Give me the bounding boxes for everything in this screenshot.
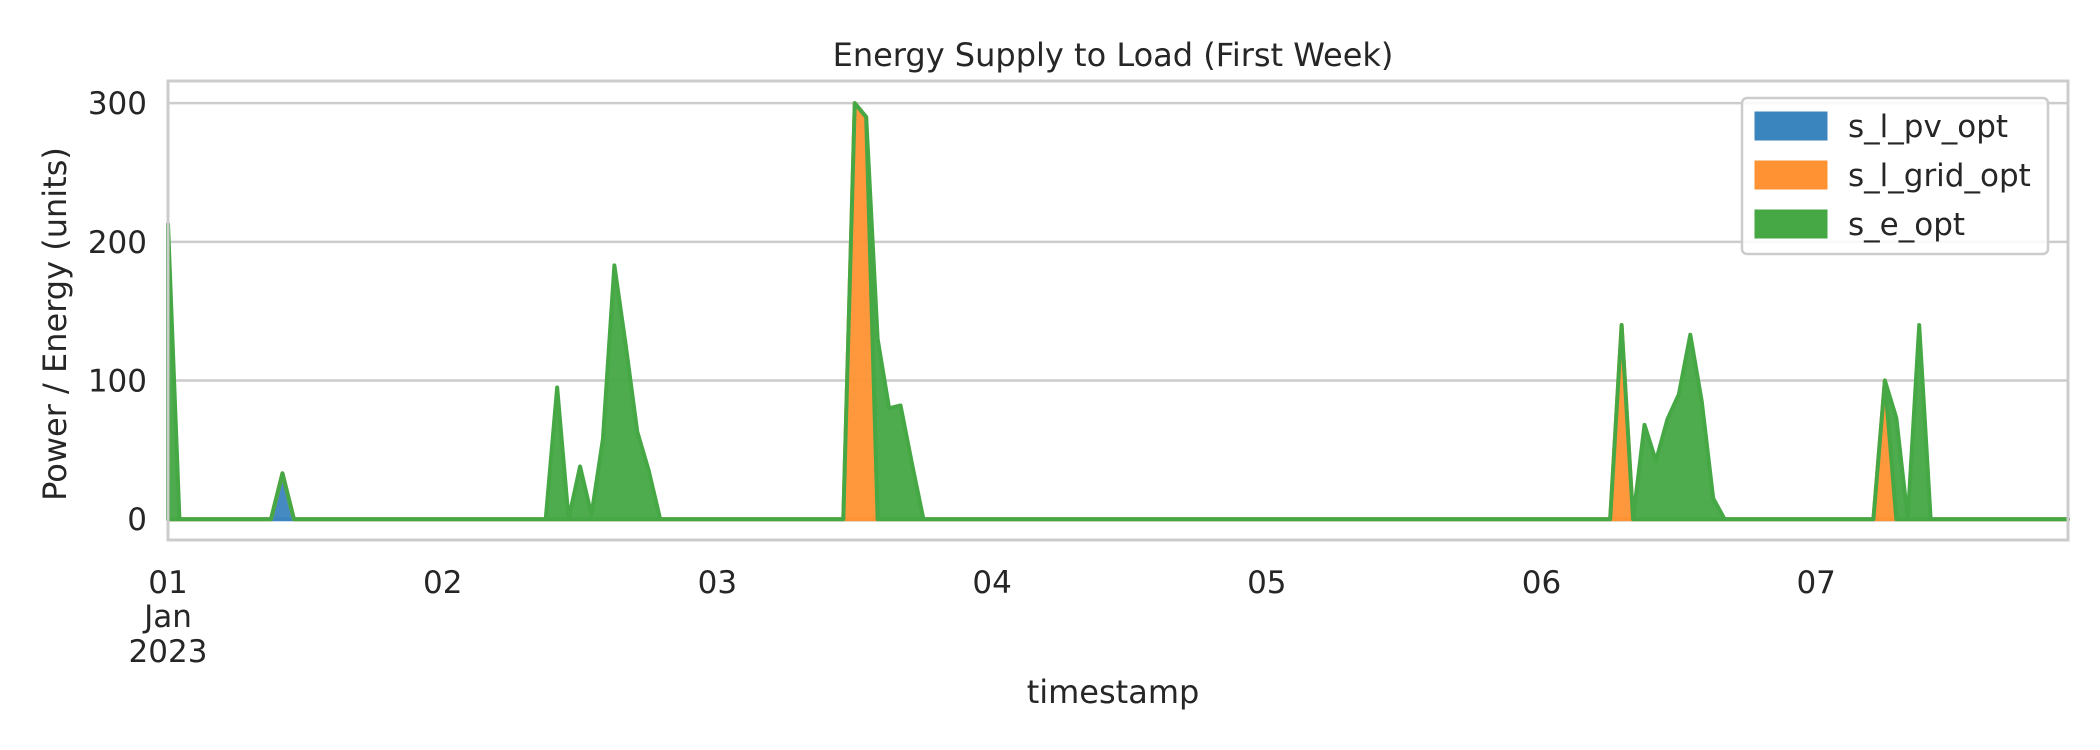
plot-frame [166, 79, 2070, 542]
x-tick-label: 03 [698, 565, 737, 601]
y-tick-label: 200 [88, 225, 147, 261]
x-tick-label: 06 [1522, 565, 1561, 601]
x-tick-label: 02 [423, 565, 462, 601]
legend: s_l_pv_opt s_l_grid_opt s_e_opt [1740, 96, 2050, 256]
legend-label-s_l_pv_opt: s_l_pv_opt [1848, 109, 2008, 145]
y-tick-label: 0 [127, 502, 147, 538]
legend-label-s_e_opt: s_e_opt [1848, 207, 1965, 243]
x-tick-label: 07 [1796, 565, 1835, 601]
y-tick-labels: 0 100 200 300 [88, 86, 147, 538]
area-s_l_pv_opt [166, 471, 2070, 522]
legend-swatch-s_l_pv_opt [1754, 111, 1828, 141]
x-tick-label: 04 [972, 565, 1011, 601]
x-axis-label: timestamp [1027, 673, 1200, 711]
x-tick-label: 01 [148, 565, 187, 601]
y-axis-label: Power / Energy (units) [36, 147, 74, 501]
x-tick-sublabel: Jan [142, 599, 192, 635]
area-s_e_opt [166, 101, 2070, 522]
x-tick-label: 05 [1247, 565, 1286, 601]
y-tick-label: 300 [88, 86, 147, 122]
legend-swatch-s_e_opt [1754, 209, 1828, 239]
x-tick-sublabel: 2023 [129, 634, 208, 670]
y-tick-label: 100 [88, 364, 147, 400]
legend-label-s_l_grid_opt: s_l_grid_opt [1848, 158, 2031, 194]
legend-swatch-s_l_grid_opt [1754, 160, 1828, 190]
chart-title: Energy Supply to Load (First Week) [833, 36, 1394, 74]
